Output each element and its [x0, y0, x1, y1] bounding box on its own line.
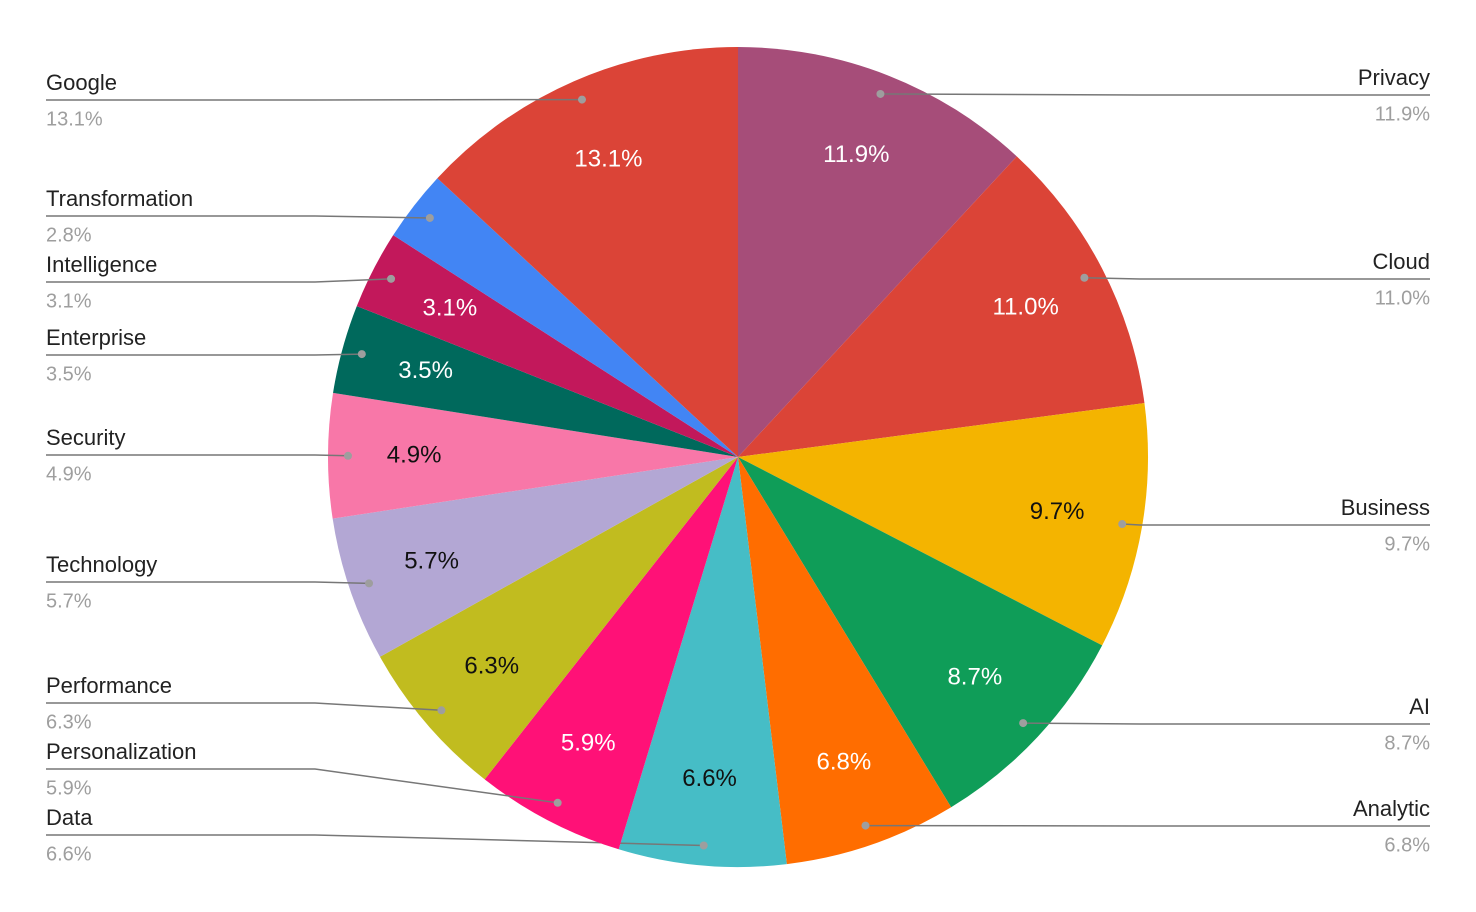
legend-value: 5.7%	[46, 590, 92, 612]
pie-slice	[484, 457, 738, 850]
legend-name: Performance	[46, 673, 172, 698]
legend-name: Business	[1341, 495, 1430, 520]
legend-name: Security	[46, 425, 125, 450]
slice-label: 13.1%	[574, 145, 642, 172]
pie-slice	[393, 178, 738, 457]
pie-slice	[738, 156, 1145, 458]
legend-value: 6.6%	[46, 843, 92, 865]
leader-dot	[357, 350, 366, 359]
leader-dot	[344, 451, 353, 460]
legend-name: Cloud	[1373, 249, 1430, 274]
leader-line	[46, 768, 558, 804]
legend-value: 6.8%	[1384, 834, 1430, 856]
pie-slice	[332, 457, 738, 657]
legend-name: Personalization	[46, 739, 196, 764]
pie-slice	[437, 47, 738, 457]
slice-label: 9.7%	[1030, 498, 1085, 525]
leader-line	[46, 215, 430, 219]
legend-value: 8.7%	[1384, 732, 1430, 754]
slice-label: 6.8%	[817, 748, 872, 775]
slice-label: 11.9%	[823, 141, 889, 168]
leader-line	[46, 581, 370, 585]
leader-dot	[876, 89, 885, 98]
leader-line	[46, 834, 704, 847]
legend-name: Technology	[46, 552, 157, 577]
legend-value: 5.9%	[46, 777, 92, 799]
leader-line	[46, 278, 392, 283]
pie-slice	[379, 457, 738, 780]
leader-dot	[437, 706, 446, 715]
leader-dot	[1019, 719, 1028, 728]
pie-slice	[327, 392, 738, 519]
legend-value: 11.0%	[1375, 287, 1430, 309]
legend-value: 6.3%	[46, 711, 92, 733]
leader-line	[1023, 722, 1430, 725]
pie-slice	[738, 47, 1017, 457]
pie-slice	[333, 306, 738, 457]
pie-slice	[738, 457, 1103, 808]
legend-value: 13.1%	[46, 108, 103, 130]
leader-dot	[577, 95, 586, 104]
pie-slice	[738, 457, 952, 865]
leader-line	[1084, 277, 1430, 280]
slice-label: 5.7%	[404, 547, 459, 574]
legend-value: 3.5%	[46, 363, 92, 385]
legend-value: 11.9%	[1375, 103, 1430, 125]
legend-value: 4.9%	[46, 463, 92, 485]
leader-line	[880, 93, 1430, 96]
leader-dot	[425, 213, 434, 222]
legend-name: Google	[46, 70, 117, 95]
leader-dot	[699, 841, 708, 850]
legend-name: Privacy	[1358, 65, 1430, 90]
legend-name: Analytic	[1353, 796, 1430, 821]
leader-dot	[387, 274, 396, 283]
leader-dot	[1118, 520, 1127, 529]
legend-value: 3.1%	[46, 290, 92, 312]
legend-name: AI	[1409, 694, 1430, 719]
slice-label: 6.6%	[682, 765, 737, 792]
pie-slice	[738, 403, 1149, 646]
legend-name: Transformation	[46, 186, 193, 211]
slice-label: 4.9%	[387, 441, 442, 468]
leader-dot	[553, 798, 562, 807]
slice-label: 3.5%	[398, 357, 453, 384]
leader-line	[1122, 523, 1430, 526]
pie-slice	[618, 457, 787, 867]
slice-label: 11.0%	[993, 293, 1059, 320]
legend-value: 2.8%	[46, 224, 92, 246]
slice-label: 8.7%	[947, 663, 1002, 690]
slice-label: 3.1%	[423, 294, 478, 321]
leader-line	[46, 353, 362, 356]
pie-slice	[356, 235, 738, 457]
legend-name: Data	[46, 805, 93, 830]
legend-name: Intelligence	[46, 252, 157, 277]
leader-line	[46, 454, 349, 457]
leader-dot	[1080, 273, 1089, 282]
leader-dot	[365, 579, 374, 588]
legend-name: Enterprise	[46, 325, 146, 350]
slice-label: 5.9%	[561, 730, 616, 757]
leader-line	[46, 702, 442, 712]
legend-value: 9.7%	[1384, 533, 1430, 555]
leader-dot	[861, 821, 870, 830]
slice-label: 6.3%	[464, 653, 519, 680]
